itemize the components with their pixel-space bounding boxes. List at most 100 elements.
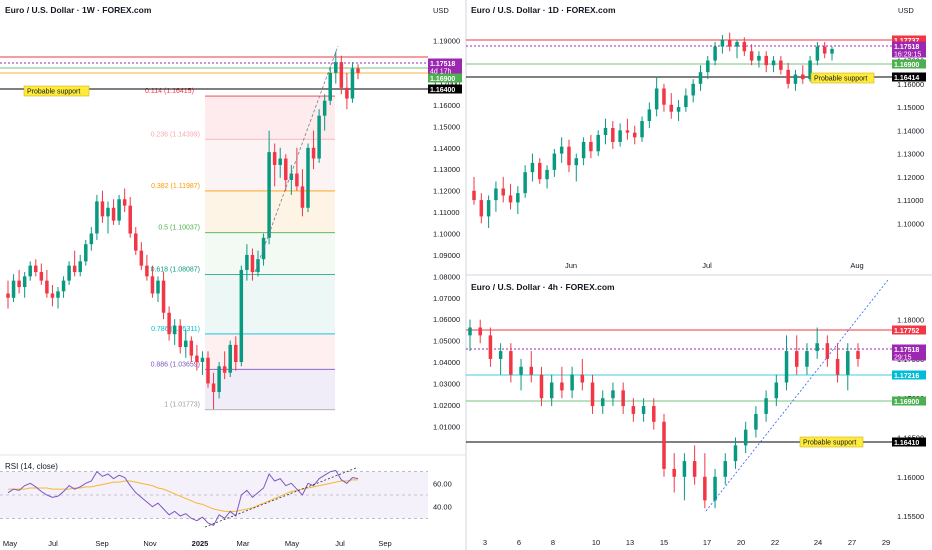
y-tick-label: 1.16000 (433, 101, 460, 110)
h4-candle (703, 476, 707, 501)
weekly-candle (111, 207, 116, 221)
y-tick-label: 1.13000 (897, 150, 924, 159)
weekly-candle (89, 233, 94, 245)
y-tick-label: 1.12000 (897, 173, 924, 182)
weekly-candle (189, 340, 194, 356)
y-tick-label: 1.16000 (897, 473, 924, 482)
h4-candle (570, 374, 574, 391)
y-tick-label: 1.18000 (897, 316, 924, 325)
y-tick-label: 1.06000 (433, 315, 460, 324)
price-tag-bg (892, 344, 926, 361)
h4-candle (519, 366, 523, 375)
daily-candle (625, 130, 630, 133)
daily-candle (567, 146, 571, 166)
fib-level-label: 0.886 (1.03659) (151, 361, 200, 368)
price-tag-label: 1.16410 (894, 440, 919, 447)
x-tick-label: 3 (483, 538, 487, 547)
daily-candle (530, 162, 535, 173)
daily-candle (523, 172, 527, 194)
weekly-candle (95, 201, 99, 234)
weekly-candle (289, 173, 294, 180)
h4-candle (631, 406, 636, 414)
weekly-candle (156, 280, 160, 294)
weekly-candle (322, 100, 327, 116)
y-tick-label: 1.11000 (897, 196, 924, 205)
daily-candle (581, 141, 586, 159)
price-tag-label: 1.16900 (894, 399, 919, 406)
daily-candle (501, 188, 505, 196)
h4-candle (549, 382, 554, 399)
weekly-candle (150, 276, 155, 294)
h4-candle (488, 335, 493, 359)
daily-candle (706, 60, 710, 73)
h4-candle (805, 351, 809, 367)
h4-candle (723, 461, 728, 477)
daily-chart-title: Euro / U.S. Dollar · 1D · FOREX.com (471, 5, 616, 15)
h4-candle (713, 476, 717, 501)
daily-candle (676, 107, 681, 112)
daily-candle (618, 130, 622, 142)
probable-support-label-bg (799, 436, 864, 448)
h4-candle (590, 382, 595, 407)
weekly-candle (356, 68, 360, 73)
rsi-y-tick: 60.00 (433, 479, 452, 488)
x-tick-label: May (3, 539, 17, 548)
price-tag-label: 1.17752 (894, 328, 919, 335)
weekly-candle (234, 344, 238, 363)
rsi-title: RSI (14, close) (5, 462, 58, 471)
x-tick-label: 29 (882, 538, 890, 547)
daily-candle (589, 141, 593, 152)
weekly-candle (22, 276, 27, 288)
daily-currency-label: USD (898, 6, 914, 15)
y-tick-label: 1.11000 (433, 208, 460, 217)
x-tick-label: 22 (771, 538, 779, 547)
price-tag-bg (428, 84, 462, 94)
h4-candle (764, 398, 768, 414)
daily-candle (830, 48, 834, 54)
weekly-candle (345, 87, 349, 99)
weekly-panel: 0.114 (1.16415) 0.236 (1.14399) 0.382 (1.1… (0, 37, 462, 548)
x-tick-label: Sep (378, 539, 391, 548)
weekly-candle (200, 357, 205, 363)
daily-candle (764, 55, 768, 66)
weekly-candle (245, 254, 249, 270)
x-tick-label: 8 (551, 538, 555, 547)
weekly-candle (339, 62, 344, 88)
x-tick-label: Jun (565, 261, 577, 270)
weekly-candle (139, 250, 144, 266)
weekly-candle (6, 293, 10, 298)
price-tag-label: 1.16400 (430, 87, 455, 94)
fib-zone (205, 369, 335, 410)
fib-level-label: 0.618 (1.08087) (151, 266, 200, 273)
price-tag-bg (892, 396, 926, 406)
weekly-candle (256, 259, 260, 273)
weekly-candle (50, 293, 55, 298)
x-tick-label: Jul (335, 539, 345, 548)
fib-zone (205, 96, 335, 140)
fib-zone (205, 333, 335, 370)
weekly-candle (145, 265, 149, 277)
weekly-candle (334, 62, 338, 73)
daily-candle (611, 128, 615, 142)
h4-candle (539, 374, 544, 399)
weekly-candle (184, 340, 188, 348)
weekly-candle (100, 201, 105, 217)
h4-candle (825, 343, 830, 359)
weekly-candle (161, 280, 166, 313)
h4-candle (856, 351, 860, 359)
weekly-candle (28, 265, 32, 277)
h4-candle (692, 461, 697, 477)
weekly-candle (167, 312, 171, 335)
y-tick-label: 1.16000 (897, 80, 924, 89)
x-tick-label: Nov (143, 539, 157, 548)
daily-candle (757, 55, 761, 61)
daily-candle (691, 83, 695, 96)
probable-support-label: Probable support (803, 440, 856, 447)
h4-candle (468, 327, 472, 336)
weekly-candle (61, 280, 66, 292)
price-tag-label: 1.17518 (894, 347, 919, 354)
weekly-chart-title: Euro / U.S. Dollar · 1W · FOREX.com (5, 5, 152, 15)
y-tick-label: 1.19000 (433, 37, 460, 46)
weekly-candle (350, 68, 355, 99)
